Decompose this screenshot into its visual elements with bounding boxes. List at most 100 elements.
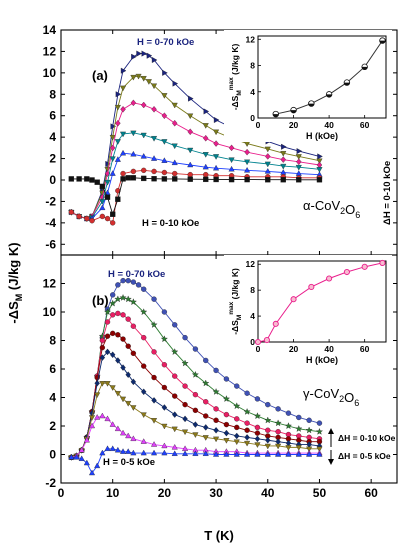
data-point — [110, 123, 117, 130]
inset-point — [254, 338, 262, 346]
inset-point-fill — [290, 110, 297, 113]
data-point — [109, 134, 116, 141]
data-point — [88, 469, 96, 476]
data-point — [202, 435, 209, 441]
inset-point-fill — [379, 40, 386, 44]
y-tick-label: 12 — [43, 277, 57, 291]
inset-point — [272, 320, 279, 327]
data-point — [254, 451, 261, 457]
data-point — [228, 157, 235, 164]
data-point — [172, 170, 178, 177]
data-point — [244, 159, 251, 166]
data-point — [171, 426, 178, 433]
data-point — [151, 83, 158, 90]
data-point — [109, 144, 116, 152]
data-point — [228, 165, 235, 172]
x-tick-label: 40 — [261, 486, 275, 500]
inset-point-fill — [326, 94, 332, 98]
data-point — [83, 459, 90, 466]
data-point — [89, 218, 95, 224]
data-point — [104, 333, 111, 339]
data-point — [161, 423, 168, 430]
data-point — [228, 144, 235, 152]
data-point — [213, 129, 220, 136]
inset-x-axis-label: H (kOe) — [306, 355, 338, 365]
inset-point-fill — [344, 82, 350, 86]
data-point — [94, 414, 101, 420]
data-point — [295, 451, 302, 457]
data-point — [130, 435, 137, 442]
data-point — [306, 451, 313, 457]
y-tick-label: 14 — [43, 23, 57, 37]
data-point — [104, 179, 111, 186]
data-point — [84, 215, 90, 222]
inset-point — [326, 275, 333, 282]
data-point — [316, 161, 323, 169]
data-point — [161, 384, 168, 391]
data-point — [306, 446, 313, 453]
data-point — [187, 171, 193, 178]
inset-x-tick-label: 0 — [256, 344, 261, 354]
inset-background — [224, 30, 392, 142]
data-point — [76, 213, 82, 220]
data-point — [140, 153, 147, 159]
data-point — [115, 310, 121, 317]
annotation: H = 0-70 kOe — [137, 37, 194, 48]
data-point — [203, 108, 210, 115]
data-point — [244, 148, 250, 156]
data-point — [104, 415, 111, 422]
data-point — [109, 421, 116, 427]
data-point — [280, 156, 287, 163]
data-point — [120, 176, 126, 182]
data-point — [99, 344, 106, 351]
data-point — [213, 406, 219, 412]
data-point — [234, 432, 240, 440]
data-point — [223, 411, 230, 418]
data-point — [114, 446, 121, 453]
data-point — [280, 151, 287, 157]
data-point — [182, 429, 189, 436]
data-point — [94, 379, 100, 387]
data-point — [181, 359, 189, 367]
data-point — [84, 176, 90, 182]
inset-y-tick-label: 8 — [250, 285, 255, 295]
data-point — [275, 451, 282, 457]
compound-label: γ-CoV2O6 — [303, 386, 359, 408]
data-point — [161, 176, 168, 182]
data-point — [130, 175, 137, 181]
data-point — [94, 462, 101, 469]
inset-point — [343, 268, 350, 276]
data-point — [141, 50, 148, 57]
data-point — [233, 439, 240, 446]
data-point — [130, 168, 137, 175]
data-point — [244, 420, 250, 426]
data-point — [296, 177, 302, 183]
data-point — [284, 422, 293, 430]
data-point — [161, 139, 168, 145]
y-tick-label: 0 — [49, 448, 56, 462]
x-tick-label: 0 — [58, 486, 65, 500]
x-tick-label: 20 — [158, 486, 172, 500]
data-point — [202, 152, 209, 158]
inset-frame — [257, 260, 387, 343]
y-tick-label: -6 — [45, 237, 56, 251]
y-tick-label: 6 — [49, 109, 56, 123]
inset-point — [263, 337, 270, 344]
data-point — [119, 429, 127, 436]
data-point — [141, 363, 147, 369]
data-point — [316, 420, 323, 426]
data-point — [119, 294, 127, 301]
data-point — [115, 357, 121, 364]
data-point — [140, 101, 147, 109]
data-point — [114, 156, 121, 162]
data-point — [192, 421, 199, 428]
data-point — [99, 412, 106, 419]
data-point — [223, 421, 230, 428]
panel-label: (b) — [92, 293, 109, 308]
data-point — [151, 176, 157, 182]
data-point — [295, 164, 302, 171]
data-point — [151, 441, 158, 447]
data-point — [187, 161, 194, 168]
data-point — [160, 335, 168, 343]
data-point — [151, 397, 157, 404]
